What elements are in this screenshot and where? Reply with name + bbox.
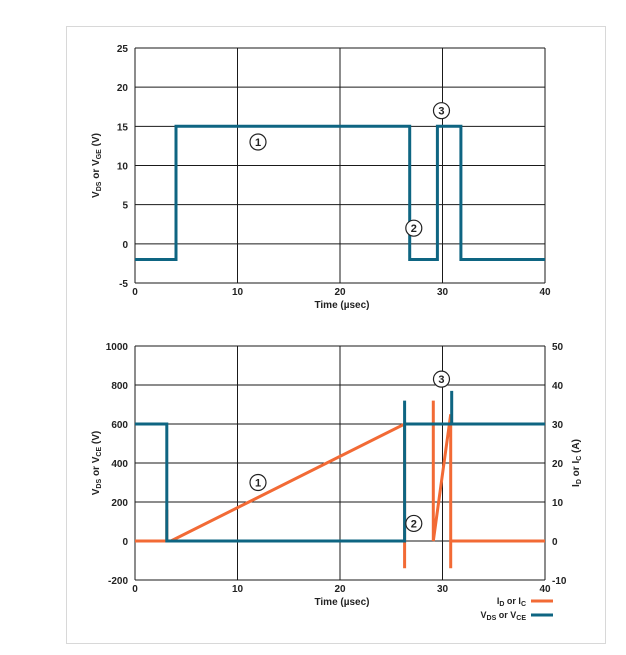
y2-tick-label: 20 [552, 459, 564, 470]
legend-entry: ID or IC [497, 596, 526, 608]
y-tick-label: 0 [122, 537, 128, 548]
annotation-label: 2 [411, 223, 417, 235]
y-tick-label: -200 [108, 576, 128, 587]
y2-tick-label: 50 [552, 342, 564, 353]
annotation-label: 3 [438, 374, 444, 386]
x-tick-label: 0 [132, 287, 138, 298]
x-tick-label: 10 [232, 584, 244, 595]
x-tick-label: 20 [334, 584, 346, 595]
y-tick-label: -5 [119, 279, 128, 290]
y-tick-label: 200 [111, 498, 128, 509]
y-tick-label: 1000 [106, 342, 129, 353]
y-tick-label: 600 [111, 420, 128, 431]
x-tick-label: 40 [539, 584, 551, 595]
x-tick-label: 20 [334, 287, 346, 298]
x-axis-label: Time (µsec) [314, 597, 369, 608]
y2-tick-label: 10 [552, 498, 564, 509]
y-tick-label: 10 [117, 162, 129, 173]
annotation-marker [405, 219, 423, 237]
x-tick-label: 0 [132, 584, 138, 595]
y-tick-label: 20 [117, 83, 129, 94]
y-tick-label: 800 [111, 381, 128, 392]
y2-tick-label: 30 [552, 420, 564, 431]
y-tick-label: 15 [117, 122, 129, 133]
y2-tick-label: -10 [552, 576, 567, 587]
legend-entry: VDS or VCE [481, 610, 527, 622]
y2-axis-label: ID or IC (A) [571, 439, 583, 487]
x-tick-label: 40 [539, 287, 551, 298]
x-tick-label: 30 [437, 584, 449, 595]
y-tick-label: 0 [122, 240, 128, 251]
annotation-marker [432, 102, 451, 120]
x-tick-label: 30 [437, 287, 449, 298]
series-line-voltage [135, 124, 545, 261]
y2-tick-label: 40 [552, 381, 564, 392]
y-axis-label: VDS or VCE (V) [91, 431, 103, 495]
y-tick-label: 25 [117, 44, 129, 55]
annotation-label: 3 [438, 106, 444, 118]
y-tick-label: 5 [122, 201, 128, 212]
annotation-label: 1 [255, 137, 261, 149]
annotation-marker [249, 133, 267, 151]
y2-tick-label: 0 [552, 537, 558, 548]
x-tick-label: 10 [232, 287, 244, 298]
annotation-marker [249, 473, 267, 492]
annotation-label: 1 [255, 478, 261, 490]
annotation-marker [432, 370, 451, 388]
y-axis-label: VDS or VGE (V) [91, 133, 103, 198]
y-tick-label: 400 [111, 459, 128, 470]
annotation-label: 2 [411, 518, 417, 530]
series-line-voltage [135, 390, 545, 543]
annotation-marker [405, 514, 423, 533]
x-axis-label: Time (µsec) [314, 300, 369, 311]
